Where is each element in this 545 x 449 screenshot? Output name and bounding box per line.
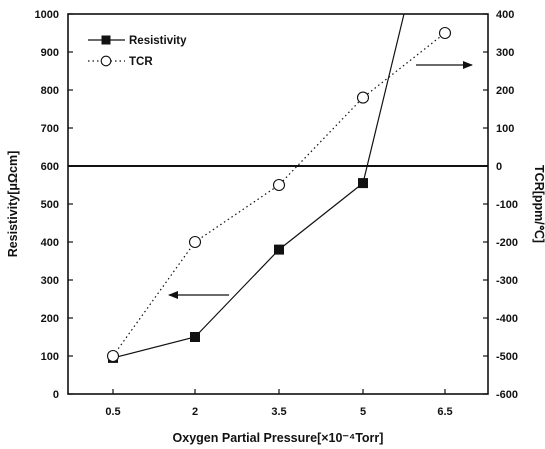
tcr-point: [106, 349, 120, 363]
right-tick-label: 300: [496, 47, 514, 59]
left-tick-label: 100: [41, 351, 59, 363]
right-axis: -600 -500 -400 -300 -200 -100 0 100 200 300 400: [483, 9, 518, 401]
plot-frame: [67, 13, 489, 395]
legend: Resistivity TCR: [88, 35, 187, 68]
left-tick-label: 700: [41, 123, 59, 135]
left-tick-label: 500: [41, 199, 59, 211]
resistivity-point: [190, 332, 200, 342]
left-tick-label: 400: [41, 237, 59, 249]
right-tick-label: -500: [496, 351, 518, 363]
right-tick-label: -100: [496, 199, 518, 211]
tcr-point: [272, 178, 286, 192]
left-axis: 0 100 200 300 400 500 600 700 800 900 1000: [35, 9, 73, 401]
resistivity-point: [358, 178, 368, 189]
left-axis-title: Resistivity[μΩcm]: [6, 151, 20, 258]
tcr-series-line: [112, 32, 446, 357]
right-tick-label: 200: [496, 85, 514, 97]
legend-tcr-label: TCR: [129, 56, 153, 68]
left-tick-label: 200: [41, 313, 59, 325]
right-tick-label: -600: [496, 389, 518, 401]
legend-tcr-marker: [100, 55, 112, 67]
left-tick-label: 600: [41, 161, 59, 173]
left-tick-label: 300: [41, 275, 59, 287]
left-tick-label: 800: [41, 85, 59, 97]
left-tick-label: 1000: [35, 9, 59, 21]
right-tick-label: 0: [496, 161, 502, 173]
resistivity-markers: [108, 178, 368, 363]
tcr-point: [188, 235, 202, 249]
legend-resistivity-label: Resistivity: [129, 35, 187, 47]
left-tick-label: 900: [41, 47, 59, 59]
legend-resistivity-marker: [101, 35, 111, 45]
right-tick-label: -400: [496, 313, 518, 325]
right-tick-label: -300: [496, 275, 518, 287]
tcr-point: [356, 91, 370, 104]
x-tick-label: 3.5: [271, 406, 286, 418]
right-tick-label: -200: [496, 237, 518, 249]
x-tick-label: 0.5: [105, 406, 120, 418]
x-axis-title: Oxygen Partial Pressure[×10⁻⁴Torr]: [173, 431, 384, 445]
resistivity-point: [274, 244, 284, 255]
right-tick-label: 400: [496, 9, 514, 21]
x-tick-label: 5: [360, 406, 366, 418]
left-tick-label: 0: [53, 389, 59, 401]
x-tick-label: 6.5: [437, 406, 452, 418]
tcr-point: [438, 26, 452, 40]
right-tick-label: 100: [496, 123, 514, 135]
x-axis: 0.5 2 3.5 5 6.5: [105, 389, 453, 418]
right-axis-title: TCR[ppm/℃]: [532, 165, 545, 243]
tcr-markers: [106, 26, 452, 363]
x-tick-label: 2: [192, 406, 198, 418]
